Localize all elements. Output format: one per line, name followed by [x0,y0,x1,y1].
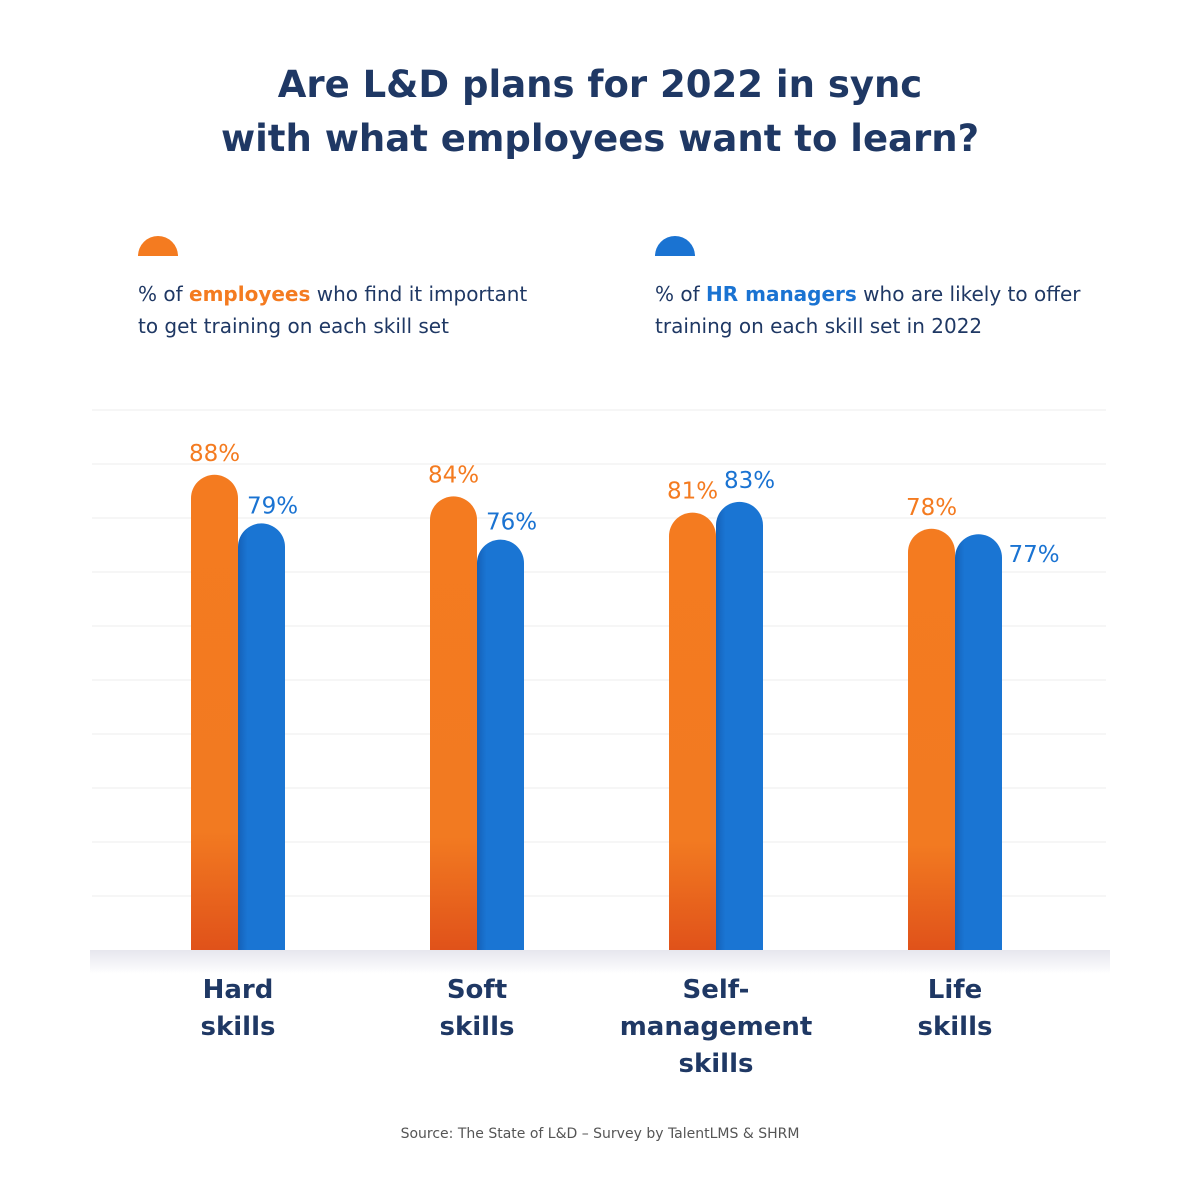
legend-text-line-2: training on each skill set in 2022 [655,314,983,338]
bar-employees [191,474,238,950]
category-label: Soft skills [439,975,515,1042]
legend-employees: % of employees who find it important to … [138,236,527,342]
category-label: Self-management skills [619,975,813,1079]
legend-text-line-1: % of HR managers who are likely to offer [655,278,1081,310]
data-label: 88% [189,441,240,467]
bar-hr-managers [716,501,763,950]
title-line-2: with what employees want to learn? [220,117,980,160]
data-label: 76% [486,510,537,536]
legend-suffix: who find it important [310,282,528,306]
bar-employees [908,528,955,950]
bar-employees [669,512,716,950]
data-label: 83% [724,468,775,494]
bar-hr-managers [477,539,524,950]
bar-employees [430,496,477,950]
chart-title: Are L&D plans for 2022 in sync with what… [0,58,1200,166]
data-label: 79% [247,493,298,519]
legend-suffix: who are likely to offer [856,282,1081,306]
legend-hr-managers: % of HR managers who are likely to offer… [655,236,1081,342]
bar-hr-managers [955,534,1002,950]
category-label: Life skills [917,975,993,1042]
data-label: 77% [1008,542,1059,568]
data-label: 81% [667,479,718,505]
baseline-shadow [90,950,1110,974]
legend-swatch-hr [655,236,695,256]
category-label: Hard skills [200,975,276,1042]
legend-prefix: % of [655,282,706,306]
legend-highlight: employees [189,282,311,306]
data-label: 84% [428,462,479,488]
legend-prefix: % of [138,282,189,306]
legend-text-line-2: to get training on each skill set [138,314,449,338]
legend-text-line-1: % of employees who find it important [138,278,527,310]
source-note: Source: The State of L&D – Survey by Tal… [400,1126,800,1142]
legend-highlight: HR managers [706,282,857,306]
bar-hr-managers [238,523,285,950]
data-label: 78% [906,495,957,521]
legend-swatch-employees [138,236,178,256]
title-line-1: Are L&D plans for 2022 in sync [277,63,923,106]
